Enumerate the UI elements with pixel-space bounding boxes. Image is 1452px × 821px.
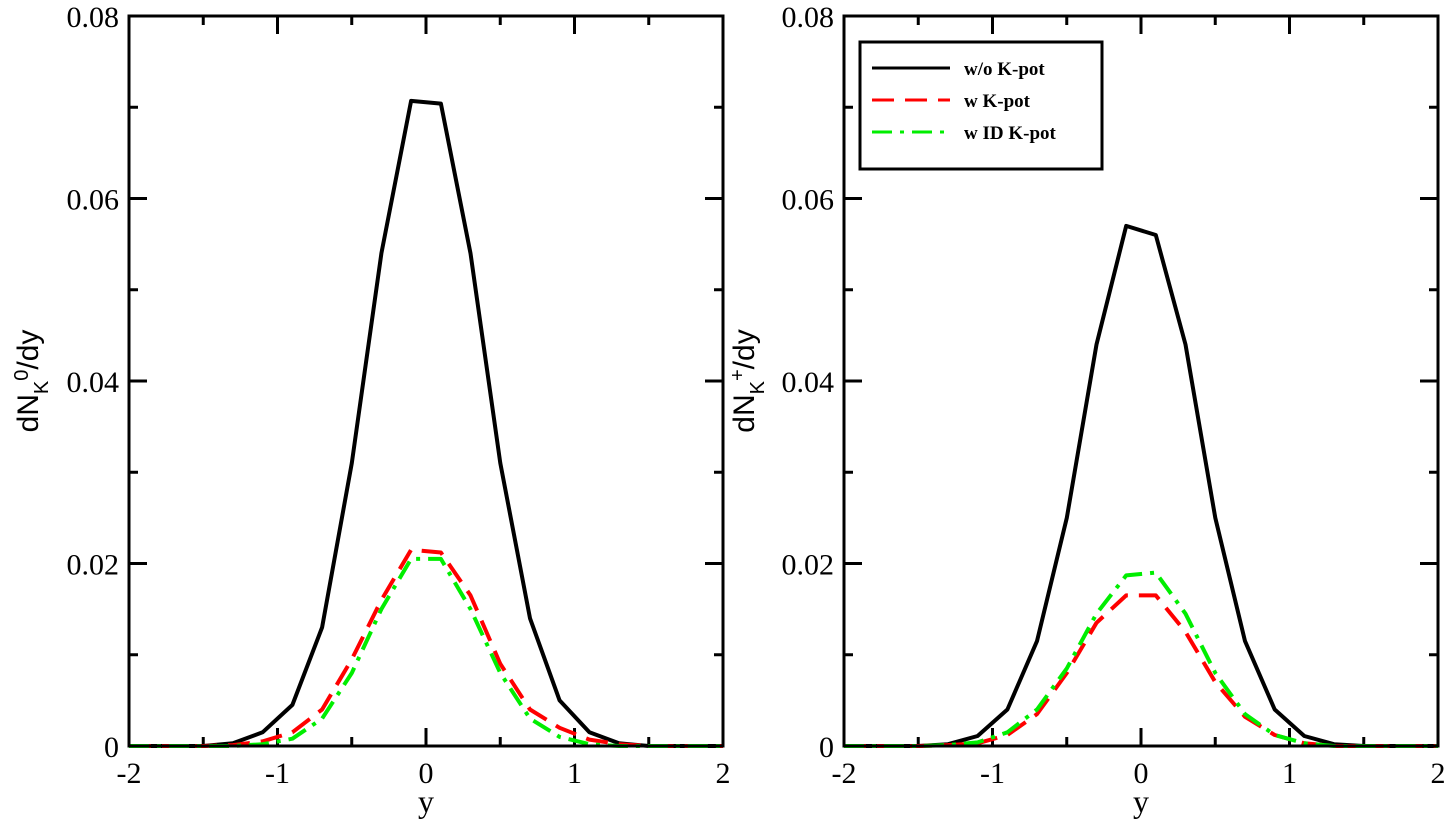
legend-label-wo: w/o K-pot [964, 59, 1045, 80]
y-tick-label: 0.02 [782, 549, 835, 582]
y-axis-label-sup: + [727, 369, 749, 381]
y-axis-label-sub: K [747, 380, 769, 394]
legend: w/o K-pot w K-pot w ID K-pot [858, 40, 1104, 171]
y-tick-label: 0.08 [67, 1, 120, 34]
y-axis-label-main: dN [728, 394, 761, 432]
x-tick-label: 0 [419, 757, 434, 790]
series-line-w [129, 547, 723, 748]
x-tick-label: 2 [716, 757, 731, 790]
x-tick-label: -1 [265, 757, 290, 790]
x-tick-label: -1 [980, 757, 1005, 790]
chart-panel-2: -2 -1 0 1 2 0 0.02 0.04 0.06 0.08 y dNK+/dy w/o K-po… [727, 1, 1446, 819]
legend-box [858, 40, 1104, 171]
x-tick-label: 1 [567, 757, 582, 790]
y-tick-label: 0.02 [67, 549, 120, 582]
series-line-wid [844, 570, 1438, 748]
y-tick-label: 0 [104, 731, 119, 764]
legend-label-w: w K-pot [964, 91, 1031, 112]
x-tick-label: 1 [1282, 757, 1297, 790]
y-tick-label: 0.04 [67, 366, 120, 399]
series-line-wo [844, 223, 1438, 748]
x-axis-label: y [418, 783, 434, 819]
legend-label-wid: w ID K-pot [964, 123, 1057, 144]
y-tick-label: 0.06 [782, 184, 835, 217]
plot-frame [127, 14, 725, 748]
y-axis-label-main: dN [12, 394, 45, 432]
y-axis-label: dNK+/dy [727, 329, 769, 432]
x-tick-label: -2 [117, 757, 142, 790]
y-tick-label: 0.08 [782, 1, 835, 34]
series-line-w [844, 593, 1438, 748]
y-axis-label-tail: /dy [728, 329, 761, 369]
x-tick-label: 2 [1431, 757, 1446, 790]
y-axis-label: dNK0/dy [11, 330, 53, 433]
y-tick-label: 0 [819, 731, 834, 764]
x-axis-label: y [1133, 783, 1149, 819]
y-axis-label-sub: K [31, 380, 53, 394]
x-tick-label: -2 [832, 757, 857, 790]
plot-frame [842, 14, 1440, 748]
series-line-wid [129, 556, 723, 748]
y-tick-label: 0.04 [782, 366, 835, 399]
x-tick-label: 0 [1134, 757, 1149, 790]
series-line-wo [129, 98, 723, 748]
y-axis-label-tail: /dy [12, 330, 45, 370]
y-axis-label-sup: 0 [11, 370, 33, 381]
y-tick-label: 0.06 [67, 184, 120, 217]
